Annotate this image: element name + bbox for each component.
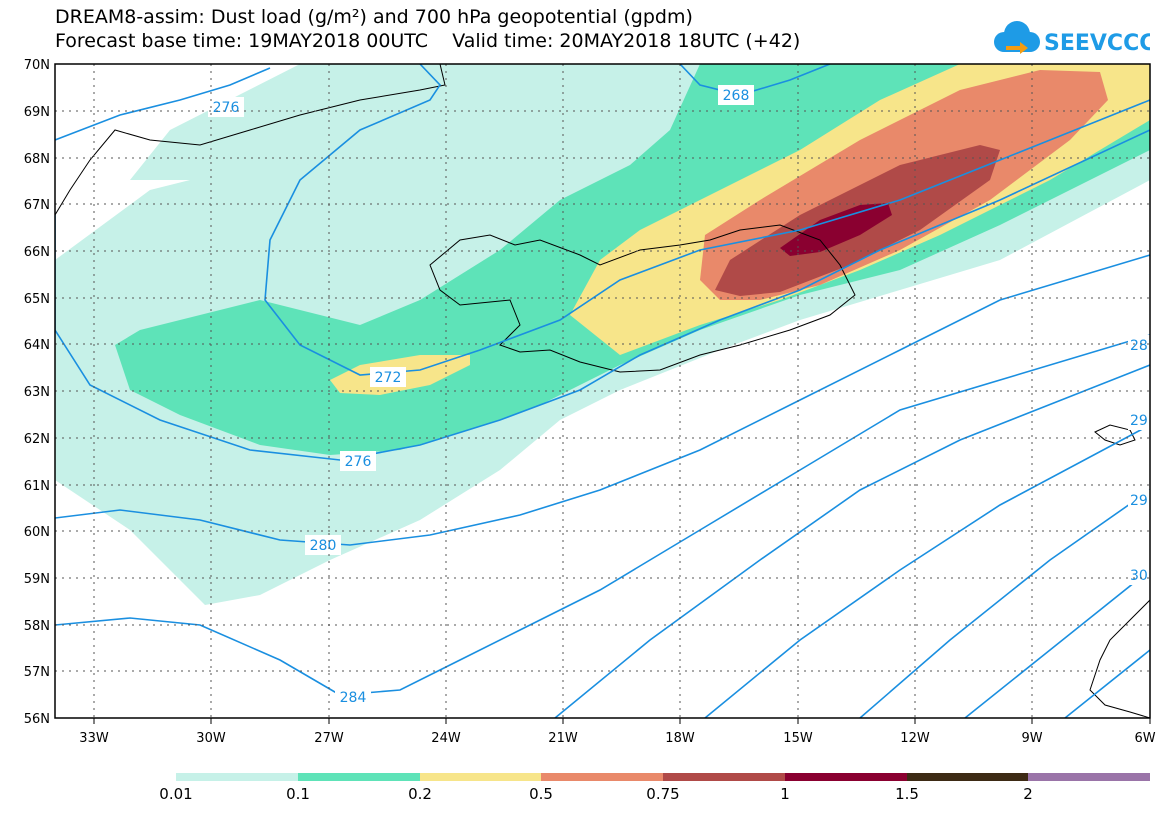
colorbar-segment	[906, 773, 1029, 781]
contour-label-276-north: 276	[213, 100, 240, 116]
contour-292	[704, 424, 1150, 718]
lon-label: 12W	[900, 731, 930, 746]
colorbar-segment	[541, 773, 663, 781]
lat-label: 69N	[24, 105, 50, 120]
colorbar-label: 0.75	[646, 785, 680, 803]
dust-area-0-01-north	[130, 64, 660, 180]
lon-label: 33W	[79, 731, 109, 746]
lon-label: 30W	[196, 731, 226, 746]
lon-label: 18W	[665, 731, 695, 746]
colorbar-label: 0.5	[529, 785, 553, 803]
contour-label-284: 284	[340, 690, 367, 706]
logo-text: SEEVCCC	[1044, 31, 1150, 56]
lon-label: 21W	[548, 731, 578, 746]
colorbar-label: 0.2	[408, 785, 432, 803]
contour-label-280: 280	[310, 538, 337, 554]
colorbar-label: 2	[1023, 785, 1033, 803]
latitude-labels: 70N 69N 68N 67N 66N 65N 64N 63N 62N 61N …	[24, 58, 50, 727]
grid-lines	[55, 64, 1150, 718]
contour-label-300: 30	[1130, 568, 1148, 584]
lat-label: 61N	[24, 479, 50, 494]
colorbar-segment	[663, 773, 785, 781]
contour-label-268: 268	[723, 88, 750, 104]
scotland-coastline	[1089, 599, 1150, 718]
colorbar-segment	[176, 773, 298, 781]
colorbar-label: 1.5	[895, 785, 919, 803]
seevccc-logo: SEEVCCC	[994, 21, 1150, 56]
dust-area-1	[780, 203, 892, 256]
lon-label: 27W	[314, 731, 344, 746]
contour-296	[859, 489, 1150, 718]
contour-276-north	[55, 67, 271, 141]
colorbar	[176, 773, 1150, 781]
lat-label: 68N	[24, 152, 50, 167]
contour-280	[55, 254, 1150, 546]
colorbar-label: 0.1	[286, 785, 310, 803]
lat-label: 58N	[24, 619, 50, 634]
lat-label: 66N	[24, 245, 50, 260]
colorbar-segment	[1028, 773, 1150, 781]
map-title: DREAM8-assim: Dust load (g/m²) and 700 h…	[55, 6, 693, 28]
contour-304	[1064, 649, 1150, 718]
greenland-coastline	[55, 64, 446, 216]
lon-label: 15W	[783, 731, 813, 746]
contour-276	[55, 129, 1150, 461]
lat-label: 70N	[24, 58, 50, 73]
faroe-coastline	[1094, 424, 1136, 446]
cloud-icon	[994, 21, 1040, 54]
lon-label: 9W	[1021, 731, 1042, 746]
contour-label-292: 29	[1130, 413, 1148, 429]
lat-label: 62N	[24, 432, 50, 447]
contour-label-276: 276	[345, 454, 372, 470]
lat-label: 65N	[24, 292, 50, 307]
contour-label-288: 28	[1130, 338, 1148, 354]
tick-marks	[93, 718, 1151, 724]
iceland-coastline	[429, 224, 856, 373]
contour-284	[55, 334, 1150, 696]
colorbar-segment	[419, 773, 542, 781]
contour-labels: 276 268 272 276 280 284 28 29 29 30	[208, 85, 1150, 707]
lat-label: 67N	[24, 198, 50, 213]
contour-288	[554, 364, 1150, 718]
lon-label: 6W	[1134, 731, 1155, 746]
geopotential-contours	[55, 64, 1150, 718]
contour-label-272: 272	[375, 370, 402, 386]
colorbar-segment	[784, 773, 907, 781]
colorbar-segment	[297, 773, 420, 781]
contour-label-296: 29	[1130, 493, 1148, 509]
lat-label: 56N	[24, 712, 50, 727]
map-subtitle: Forecast base time: 19MAY2018 00UTC Vali…	[55, 30, 801, 52]
longitude-labels: 33W 30W 27W 24W 21W 18W 15W 12W 9W 6W	[79, 731, 1155, 746]
lat-label: 60N	[24, 525, 50, 540]
colorbar-label: 1	[780, 785, 790, 803]
map-frame	[54, 63, 1151, 719]
lat-label: 57N	[24, 665, 50, 680]
lat-label: 59N	[24, 572, 50, 587]
lon-label: 24W	[431, 731, 461, 746]
colorbar-label: 0.01	[159, 785, 193, 803]
lat-label: 63N	[24, 385, 50, 400]
lat-label: 64N	[24, 338, 50, 353]
contour-300	[964, 569, 1150, 718]
